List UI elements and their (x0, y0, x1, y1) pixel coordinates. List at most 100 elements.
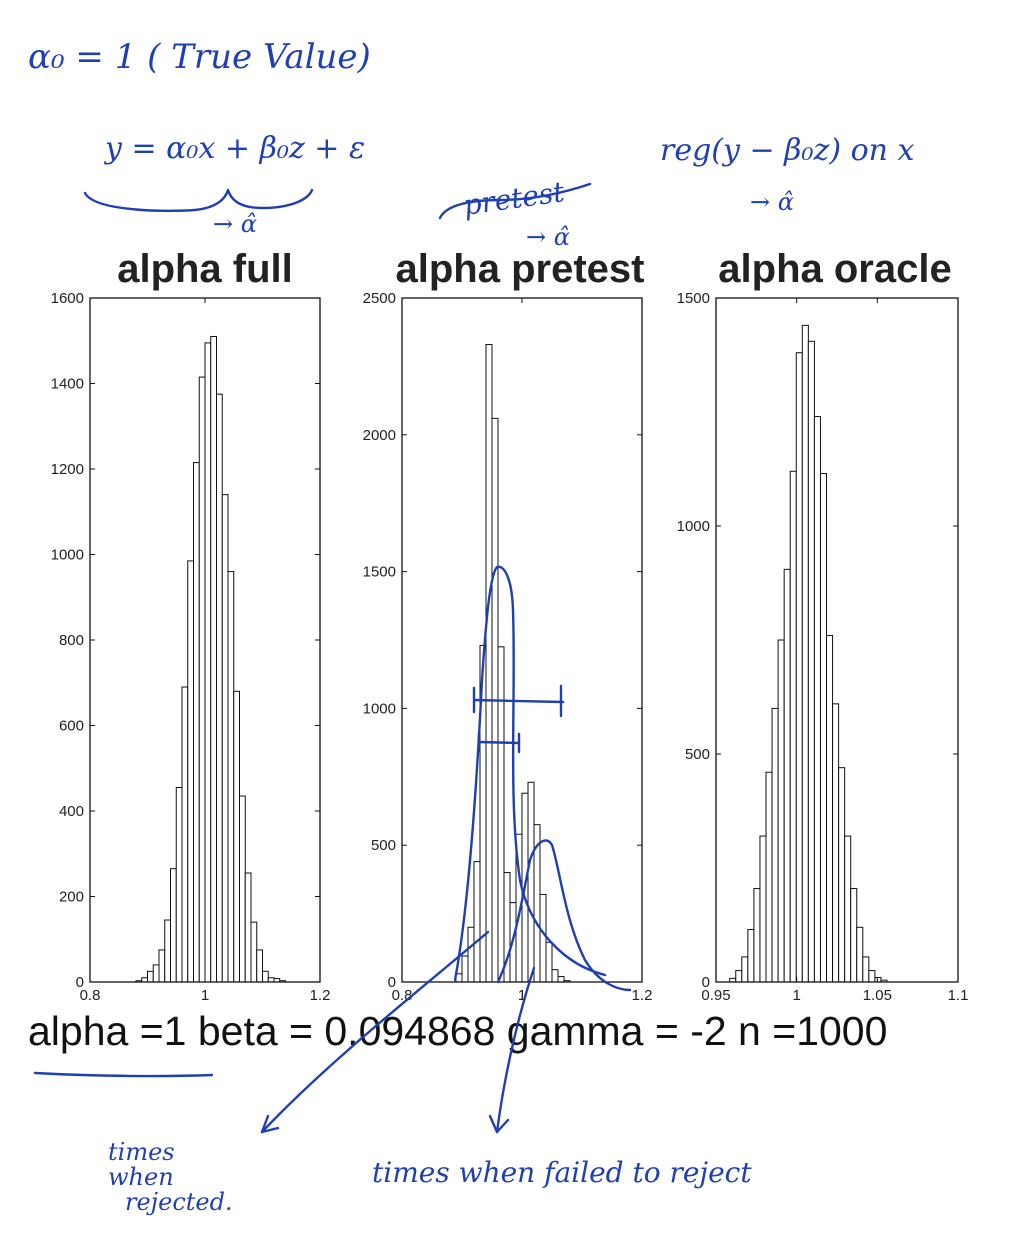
x-tick-label: 1.2 (632, 987, 653, 1004)
histogram-bar (527, 781, 535, 983)
histogram-bar (193, 462, 200, 983)
y-tick-label: 0 (388, 974, 396, 991)
x-tick-label: 0.8 (80, 987, 101, 1004)
histogram-bar (850, 888, 858, 983)
histogram-bar (838, 767, 846, 983)
histogram-bar (250, 921, 258, 983)
figure-caption: alpha =1 beta = 0.094868 gamma = -2 n =1… (28, 1008, 887, 1054)
histogram-bar (539, 893, 547, 983)
y-tick-label: 1500 (677, 290, 710, 307)
histogram-bar (164, 919, 171, 983)
histogram-bar (467, 926, 475, 983)
chart-title-alpha-pretest: alpha pretest (396, 247, 645, 291)
failed-arrow (495, 966, 536, 1134)
y-tick-label: 1000 (363, 700, 396, 717)
histogram-bar (262, 970, 269, 983)
histogram-bar (233, 690, 240, 983)
y-tick-label: 1600 (51, 290, 84, 307)
y-tick-label: 800 (59, 632, 84, 649)
histogram-bar (759, 835, 767, 983)
oracle-equation-note: reg(y − β₀z) on x (660, 133, 914, 168)
y-tick-label: 1400 (51, 376, 84, 393)
histogram-bar (874, 976, 882, 983)
x-tick-label: 1.2 (310, 987, 331, 1004)
model-equation-note: y = α₀x + β₀z + ε (103, 131, 365, 166)
y-tick-label: 2500 (363, 290, 396, 307)
histogram-bar (557, 976, 565, 983)
histogram-bar (198, 376, 206, 983)
histogram-bar (856, 926, 864, 983)
histogram-bar (181, 686, 189, 983)
full-arrow-note: → α̂ (213, 210, 257, 238)
histogram-bar (152, 964, 160, 983)
histogram-bar (819, 473, 828, 983)
x-tick-label: 1.05 (863, 987, 892, 1004)
y-tick-label: 200 (59, 889, 84, 906)
histogram-bar (158, 949, 166, 983)
histogram-bar (795, 352, 803, 983)
histogram-bar (210, 335, 217, 983)
histogram-bar (244, 872, 252, 983)
rejected-note-line-3: rejected. (125, 1188, 233, 1216)
histogram-bar (826, 634, 834, 983)
histogram-bar (753, 888, 761, 983)
histogram-bar (789, 470, 797, 983)
narrow-interval (477, 740, 521, 745)
histogram-bar (545, 941, 553, 983)
histogram-bar (844, 835, 852, 983)
histogram-bar (147, 970, 154, 983)
chart-title-alpha-oracle: alpha oracle (718, 247, 951, 291)
histogram-bar (801, 324, 809, 983)
histogram-bar (461, 955, 469, 983)
failed-arrowhead (488, 1114, 510, 1134)
x-tick-label: 1 (518, 987, 526, 1004)
histogram-bar (485, 344, 493, 983)
oracle-arrow-note: → α̂ (750, 188, 794, 216)
x-tick-label: 1 (201, 987, 209, 1004)
rejected-arrowhead (260, 1114, 280, 1134)
histogram-bar (807, 340, 815, 983)
handwritten-annotations: α₀ = 1 ( True Value) y = α₀x + β₀z + ε →… (28, 37, 914, 251)
y-tick-label: 1000 (677, 518, 710, 535)
x-tick-label: 1 (792, 987, 800, 1004)
x-tick-label: 1.1 (948, 987, 969, 1004)
y-tick-label: 1500 (363, 564, 396, 581)
rejected-density-curve (453, 565, 607, 982)
histogram-bar (170, 868, 177, 983)
histogram-bar (221, 494, 229, 983)
true-value-note: α₀ = 1 ( True Value) (28, 37, 371, 77)
histogram-bar (832, 703, 840, 983)
y-tick-label: 600 (59, 718, 84, 735)
y-tick-label: 2000 (363, 427, 396, 444)
histogram-bar (783, 568, 791, 983)
histogram-bar (187, 560, 194, 983)
y-tick-label: 1200 (51, 461, 84, 478)
histogram-bar (551, 969, 559, 983)
x-tick-label: 0.8 (392, 987, 413, 1004)
histogram-bar (765, 771, 773, 983)
histogram-bar (741, 956, 749, 983)
full-model-brace (83, 188, 314, 213)
histogram-bar (473, 861, 481, 983)
y-tick-label: 500 (371, 837, 396, 854)
pretest-note: pretest (461, 175, 567, 222)
histogram-bar (204, 342, 212, 983)
histogram-alpha-oracle: 0 500 1000 1500 0.95 1 1.05 1.1 (677, 290, 969, 1004)
failed-note: times when failed to reject (372, 1156, 752, 1189)
histogram-bar (216, 393, 223, 983)
histogram-bar (771, 707, 779, 983)
y-tick-label: 1000 (51, 547, 84, 564)
wide-interval (472, 698, 565, 704)
histogram-bar (813, 416, 821, 983)
rejected-arrow (260, 930, 490, 1134)
histogram-bar (747, 929, 755, 983)
bottom-notes: times when rejected. times when failed t… (108, 930, 752, 1216)
axes-frame (715, 297, 959, 983)
histogram-alpha-full: 0 200 400 600 800 1000 1200 1400 1600 0.8 1 1.2 (51, 290, 331, 1004)
histogram-bar (175, 786, 183, 983)
pretest-brace (438, 182, 592, 220)
pretest-overlay (453, 565, 632, 992)
histogram-bar (497, 646, 505, 983)
y-tick-label: 400 (59, 803, 84, 820)
